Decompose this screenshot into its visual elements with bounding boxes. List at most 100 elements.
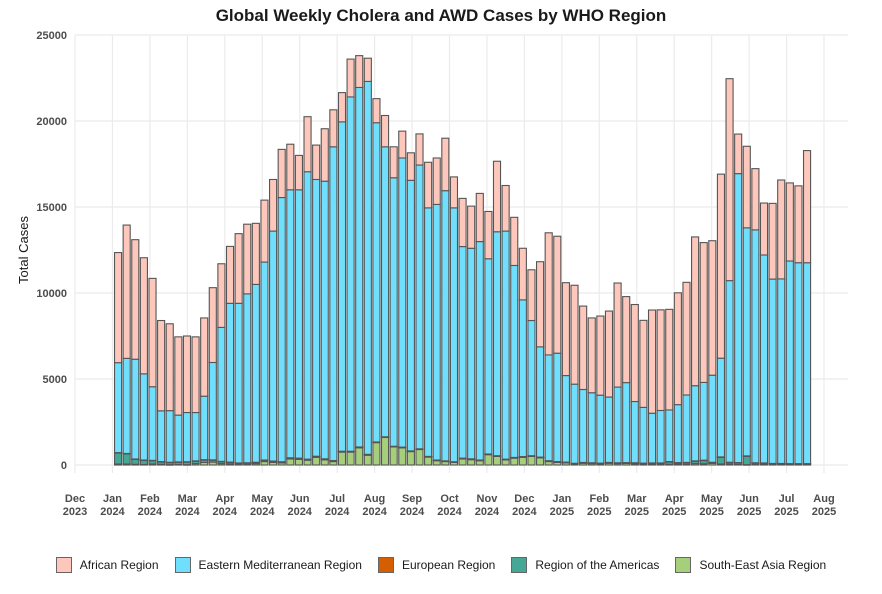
legend-swatch: [55, 557, 72, 573]
bar-segment-south-east-asia-region: [355, 447, 364, 466]
y-tick-label: 20000: [36, 116, 67, 128]
bar-segment-african-region: [777, 179, 786, 280]
bar-segment-african-region: [303, 116, 312, 173]
bar-segment-south-east-asia-region: [312, 456, 321, 466]
bar-segment-african-region: [148, 277, 157, 388]
bar-segment-south-east-asia-region: [380, 436, 390, 466]
bar-segment-region-of-the-americas: [122, 453, 131, 465]
bar-segment-african-region: [329, 109, 338, 148]
bar-segment-eastern-mediterranean-region: [269, 230, 278, 462]
x-tick-label: Feb 2024: [138, 493, 163, 518]
bars: [113, 55, 812, 466]
bar-segment-african-region: [415, 133, 424, 166]
x-tick-label: Jan 2025: [550, 493, 574, 518]
bar-segment-eastern-mediterranean-region: [492, 231, 502, 457]
bar-segment-eastern-mediterranean-region: [544, 354, 553, 462]
x-tick-label: Mar 2025: [625, 493, 649, 518]
bar-segment-south-east-asia-region: [363, 454, 372, 466]
bar-segment-african-region: [449, 176, 459, 209]
bar-segment-african-region: [346, 58, 355, 98]
bar-segment-eastern-mediterranean-region: [337, 121, 347, 452]
bar-segment-eastern-mediterranean-region: [725, 280, 734, 463]
bar-segment-south-east-asia-region: [398, 447, 407, 466]
bar-segment-south-east-asia-region: [501, 459, 510, 466]
bar-segment-eastern-mediterranean-region: [647, 412, 657, 464]
bar-segment-south-east-asia-region: [346, 451, 355, 466]
bar-segment-african-region: [570, 284, 579, 385]
bar-segment-south-east-asia-region: [303, 459, 312, 466]
bar-segment-eastern-mediterranean-region: [398, 157, 407, 448]
bar-segment-african-region: [424, 161, 433, 209]
bar-segment-african-region: [656, 309, 665, 412]
bar-segment-eastern-mediterranean-region: [191, 411, 200, 462]
x-tick-label: Apr 2024: [213, 493, 238, 518]
bar-segment-eastern-mediterranean-region: [200, 395, 209, 461]
x-tick-label: May 2024: [250, 493, 275, 518]
bar-segment-eastern-mediterranean-region: [217, 326, 226, 462]
x-tick-label: Aug 2025: [812, 493, 836, 518]
bar-segment-eastern-mediterranean-region: [699, 381, 708, 461]
x-tick-label: Nov 2024: [475, 493, 500, 518]
bar-segment-african-region: [157, 319, 166, 412]
bar-segment-eastern-mediterranean-region: [768, 278, 777, 465]
bar-segment-african-region: [708, 240, 717, 376]
legend-swatch: [675, 557, 692, 573]
bar-segment-eastern-mediterranean-region: [303, 171, 312, 460]
legend-swatch: [511, 557, 528, 573]
x-tick-label: Dec 2023: [63, 493, 87, 518]
bar-segment-african-region: [682, 281, 691, 396]
bar-segment-eastern-mediterranean-region: [157, 410, 166, 463]
bar-segment-african-region: [225, 245, 235, 304]
bar-segment-eastern-mediterranean-region: [363, 80, 372, 455]
bar-segment-south-east-asia-region: [492, 455, 502, 466]
bar-segment-eastern-mediterranean-region: [286, 189, 295, 459]
bar-segment-eastern-mediterranean-region: [527, 319, 536, 457]
x-tick-label: Jun 2025: [737, 493, 761, 518]
bar-segment-eastern-mediterranean-region: [501, 230, 510, 460]
bar-segment-south-east-asia-region: [432, 460, 441, 466]
bar-segment-south-east-asia-region: [389, 446, 398, 466]
bar-segment-african-region: [604, 310, 614, 398]
bar-segment-eastern-mediterranean-region: [251, 283, 260, 463]
bar-segment-eastern-mediterranean-region: [475, 241, 484, 461]
bar-segment-african-region: [639, 319, 648, 408]
bar-segment-african-region: [553, 235, 562, 354]
x-tick-label: Mar 2024: [175, 493, 200, 518]
bar-segment-south-east-asia-region: [510, 457, 519, 466]
bar-segment-eastern-mediterranean-region: [458, 246, 467, 459]
bar-segment-african-region: [492, 160, 502, 233]
x-tick-label: Sep 2024: [400, 493, 425, 518]
bar-segment-african-region: [510, 216, 519, 267]
bar-segment-eastern-mediterranean-region: [596, 394, 605, 464]
bar-segment-south-east-asia-region: [415, 448, 424, 466]
bar-segment-eastern-mediterranean-region: [449, 207, 459, 463]
bar-segment-african-region: [725, 78, 734, 282]
bar-segment-south-east-asia-region: [484, 454, 493, 466]
bar-segment-eastern-mediterranean-region: [243, 293, 252, 464]
bar-segment-south-east-asia-region: [475, 460, 484, 466]
bar-segment-african-region: [484, 210, 493, 260]
bar-segment-african-region: [716, 173, 726, 359]
x-tick-label: Jul 2024: [325, 493, 350, 518]
bar-segment-african-region: [200, 317, 209, 397]
bar-segment-african-region: [501, 184, 510, 232]
bar-segment-african-region: [699, 242, 708, 383]
bar-segment-african-region: [596, 315, 605, 396]
legend-swatch: [174, 557, 191, 573]
bar-segment-african-region: [587, 317, 596, 394]
x-tick-label: Aug 2024: [362, 493, 387, 518]
bar-segment-eastern-mediterranean-region: [518, 299, 527, 458]
bar-segment-eastern-mediterranean-region: [467, 247, 476, 460]
legend-item: Region of the Americas: [511, 557, 659, 573]
legend-item: European Region: [377, 557, 495, 573]
legend-item: Eastern Mediterranean Region: [174, 557, 362, 573]
bar-segment-african-region: [191, 336, 200, 414]
bar-segment-south-east-asia-region: [518, 456, 527, 466]
legend-label: African Region: [79, 558, 159, 572]
bar-segment-african-region: [234, 233, 243, 304]
x-tick-label: Dec 2024: [512, 493, 537, 518]
bar-segment-eastern-mediterranean-region: [639, 406, 648, 464]
bar-segment-south-east-asia-region: [527, 455, 536, 466]
chart-title: Global Weekly Cholera and AWD Cases by W…: [215, 6, 667, 25]
bar-segment-eastern-mediterranean-region: [415, 164, 424, 450]
